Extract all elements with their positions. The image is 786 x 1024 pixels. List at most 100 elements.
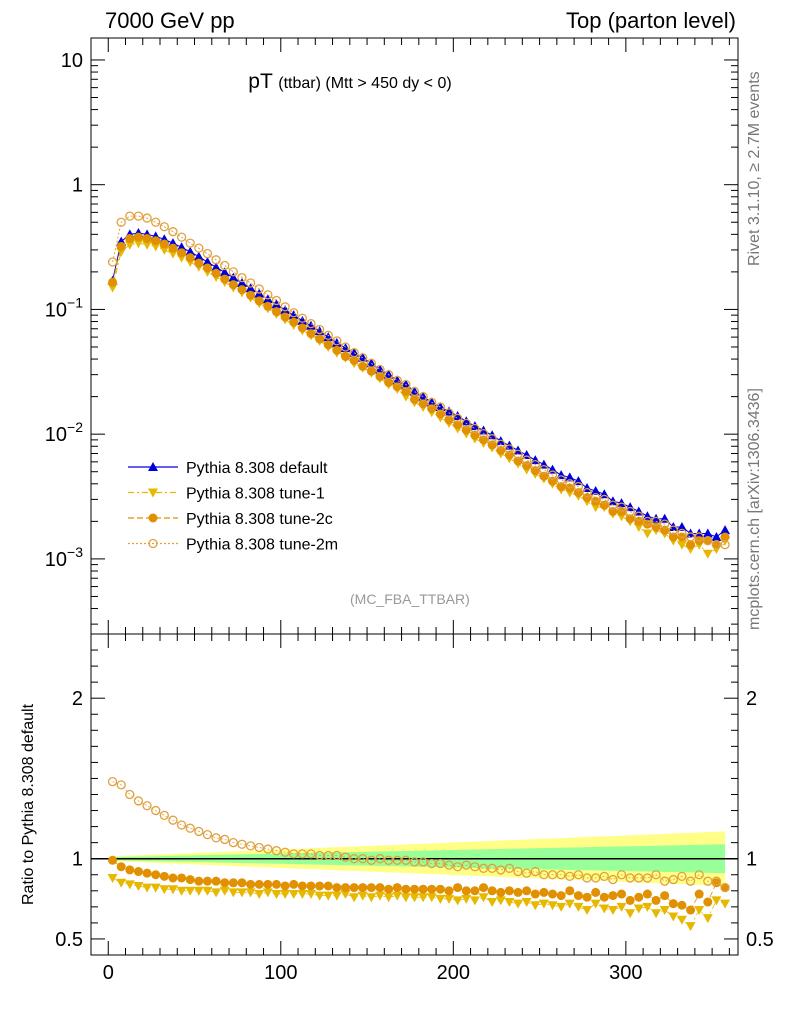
ratio-y-tick-label-right: 0.5	[746, 929, 774, 951]
ratio-point	[634, 892, 644, 902]
data-point	[409, 386, 420, 397]
ratio-point	[573, 870, 584, 880]
ratio-series-line	[112, 877, 726, 927]
ratio-point	[219, 886, 230, 896]
data-point	[651, 513, 662, 523]
data-point	[159, 245, 170, 255]
ratio-point	[548, 889, 558, 899]
data-point	[185, 246, 196, 256]
ratio-point	[686, 905, 696, 915]
data-point	[297, 323, 307, 333]
ratio-y-tick-label: 2	[72, 688, 83, 710]
ratio-point	[547, 901, 558, 911]
ratio-point	[668, 899, 678, 909]
data-point	[219, 267, 230, 277]
ratio-point	[539, 887, 549, 897]
data-point	[349, 355, 359, 365]
ratio-point	[271, 879, 281, 889]
data-point	[271, 307, 281, 317]
plot-title-main: pT	[248, 70, 273, 93]
data-point	[401, 379, 411, 390]
ratio-point	[685, 876, 696, 886]
data-point	[453, 420, 463, 430]
data-point	[418, 399, 428, 409]
ratio-point	[427, 884, 437, 894]
data-point	[496, 439, 506, 449]
data-point	[504, 444, 515, 454]
data-point	[401, 386, 411, 396]
legend: Pythia 8.308 default Pythia 8.308 tune-1 P…	[128, 460, 338, 554]
y-tick-label: 10−1	[45, 294, 83, 321]
data-point	[168, 243, 178, 253]
ratio-point	[375, 854, 385, 864]
ratio-y-tick-label: 1	[72, 849, 83, 871]
legend-label: Pythia 8.308 tune-2m	[186, 537, 338, 554]
ratio-point	[280, 847, 290, 857]
ratio-point	[185, 886, 196, 896]
data-point	[332, 345, 342, 355]
ratio-point	[116, 878, 127, 888]
ratio-point	[530, 901, 541, 911]
data-point	[469, 421, 480, 431]
ratio-point	[513, 866, 523, 877]
ratio-point	[151, 870, 161, 880]
legend-label: Pythia 8.308 tune-1	[186, 486, 325, 503]
data-point	[237, 272, 247, 283]
data-point	[211, 255, 221, 265]
ratio-point	[444, 886, 454, 896]
x-tick-label: 300	[609, 962, 642, 984]
ratio-point	[513, 899, 524, 909]
data-point	[194, 243, 204, 253]
data-point	[573, 481, 584, 492]
ratio-point	[582, 892, 592, 902]
data-point	[211, 268, 221, 278]
ratio-point	[668, 874, 678, 885]
ratio-point	[176, 820, 187, 830]
data-point	[366, 358, 377, 368]
data-point	[651, 516, 661, 527]
ratio-point	[694, 889, 704, 899]
data-point	[125, 211, 135, 221]
data-point	[133, 239, 144, 249]
ratio-point	[461, 886, 471, 896]
data-point	[513, 449, 523, 459]
data-point	[616, 502, 627, 512]
ratio-point	[314, 891, 325, 901]
data-point	[280, 312, 290, 322]
ratio-point	[556, 870, 566, 880]
data-point	[478, 428, 489, 439]
y-tick-label: 10−3	[45, 544, 83, 571]
data-point	[694, 532, 704, 542]
data-point	[297, 315, 308, 325]
ratio-point	[185, 875, 195, 885]
ratio-point	[142, 801, 152, 811]
data-point	[167, 249, 178, 259]
ratio-point	[323, 881, 333, 891]
ratio-point	[625, 895, 635, 905]
ratio-point	[142, 868, 152, 878]
data-point	[193, 251, 204, 261]
data-point	[642, 519, 652, 529]
ratio-point	[228, 838, 238, 848]
ratio-point	[504, 886, 514, 896]
ratio-series-0	[107, 873, 731, 932]
data-point	[220, 260, 230, 271]
data-point	[599, 494, 609, 505]
ratio-point	[193, 886, 204, 896]
data-point	[444, 406, 455, 416]
data-point	[418, 391, 428, 402]
ratio-point	[522, 886, 532, 896]
ratio-point	[366, 893, 377, 903]
data-point	[237, 285, 247, 295]
ratio-point	[530, 889, 540, 899]
series-3	[107, 211, 730, 550]
ratio-point	[288, 890, 299, 900]
data-point	[590, 486, 601, 496]
ratio-point	[504, 898, 515, 908]
ratio-point	[176, 886, 187, 896]
ratio-point	[254, 890, 265, 900]
data-point	[427, 397, 437, 407]
data-point	[556, 475, 566, 485]
legend-entry: Pythia 8.308 tune-2m	[128, 537, 338, 554]
